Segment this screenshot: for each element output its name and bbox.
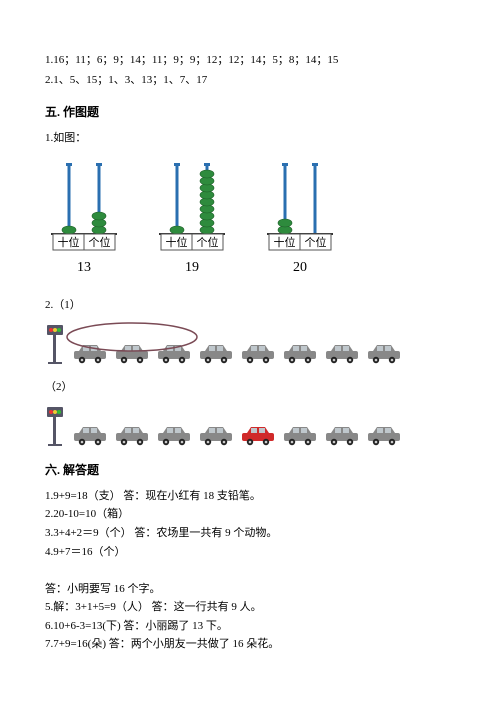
top-line-2: 2.1、5、15；1、3、13；1、7、17 bbox=[45, 72, 455, 90]
answer-line: 7.7+9=16(朵) 答：两个小朋友一共做了 16 朵花。 bbox=[45, 636, 455, 654]
car-icon bbox=[365, 423, 403, 447]
car-icon bbox=[239, 341, 277, 365]
q2b-label: （2） bbox=[45, 379, 455, 397]
abacus-number: 13 bbox=[77, 257, 91, 279]
abacus-number: 19 bbox=[185, 257, 199, 279]
svg-text:十位: 十位 bbox=[58, 235, 80, 249]
section-5-title: 五. 作图题 bbox=[45, 103, 455, 122]
car-icon bbox=[113, 423, 151, 447]
traffic-light-icon bbox=[45, 405, 67, 447]
car-icon bbox=[365, 341, 403, 365]
abacus-unit: 十位个位 19 bbox=[153, 160, 231, 279]
car-icon bbox=[155, 423, 193, 447]
q2a-label: 2.（1） bbox=[45, 297, 455, 315]
car-icon bbox=[71, 423, 109, 447]
car-icon bbox=[239, 423, 277, 447]
car-row-1 bbox=[45, 323, 455, 365]
abacus-unit: 十位个位 13 bbox=[45, 160, 123, 279]
answer-line: 6.10+6-3=13(下) 答：小丽踢了 13 下。 bbox=[45, 618, 455, 636]
answer-line: 1.9+9=18（支） 答：现在小红有 18 支铅笔。 bbox=[45, 488, 455, 506]
abacus-row: 十位个位13十位个位19十位个位20 bbox=[45, 160, 455, 279]
traffic-light-icon bbox=[45, 323, 67, 365]
answer-line: 5.解：3+1+5=9（人） 答：这一行共有 9 人。 bbox=[45, 599, 455, 617]
section-6-title: 六. 解答题 bbox=[45, 461, 455, 480]
answer-line: 2.20-10=10（箱） bbox=[45, 506, 455, 524]
circle-annotation bbox=[65, 321, 199, 353]
car-row-2 bbox=[45, 405, 455, 447]
abacus-number: 20 bbox=[293, 257, 307, 279]
car-icon bbox=[281, 341, 319, 365]
car-icon bbox=[323, 341, 361, 365]
answer-line: 4.9+7＝16（个） bbox=[45, 544, 455, 562]
answer-line bbox=[45, 562, 455, 580]
car-icon bbox=[323, 423, 361, 447]
svg-text:个位: 个位 bbox=[305, 235, 327, 249]
answer-line: 答：小明要写 16 个字。 bbox=[45, 581, 455, 599]
answers: 1.9+9=18（支） 答：现在小红有 18 支铅笔。2.20-10=10（箱）… bbox=[45, 488, 455, 654]
car-icon bbox=[197, 341, 235, 365]
q1-label: 1.如图： bbox=[45, 130, 455, 148]
svg-text:个位: 个位 bbox=[197, 235, 219, 249]
answer-line: 3.3+4+2＝9（个） 答：农场里一共有 9 个动物。 bbox=[45, 525, 455, 543]
svg-text:个位: 个位 bbox=[89, 235, 111, 249]
car-icon bbox=[281, 423, 319, 447]
abacus-unit: 十位个位 20 bbox=[261, 160, 339, 279]
svg-text:十位: 十位 bbox=[274, 235, 296, 249]
svg-text:十位: 十位 bbox=[166, 235, 188, 249]
top-line-1: 1.16；11；6；9；14；11；9；9；12；12；14；5；8；14；15 bbox=[45, 52, 455, 70]
car-icon bbox=[197, 423, 235, 447]
